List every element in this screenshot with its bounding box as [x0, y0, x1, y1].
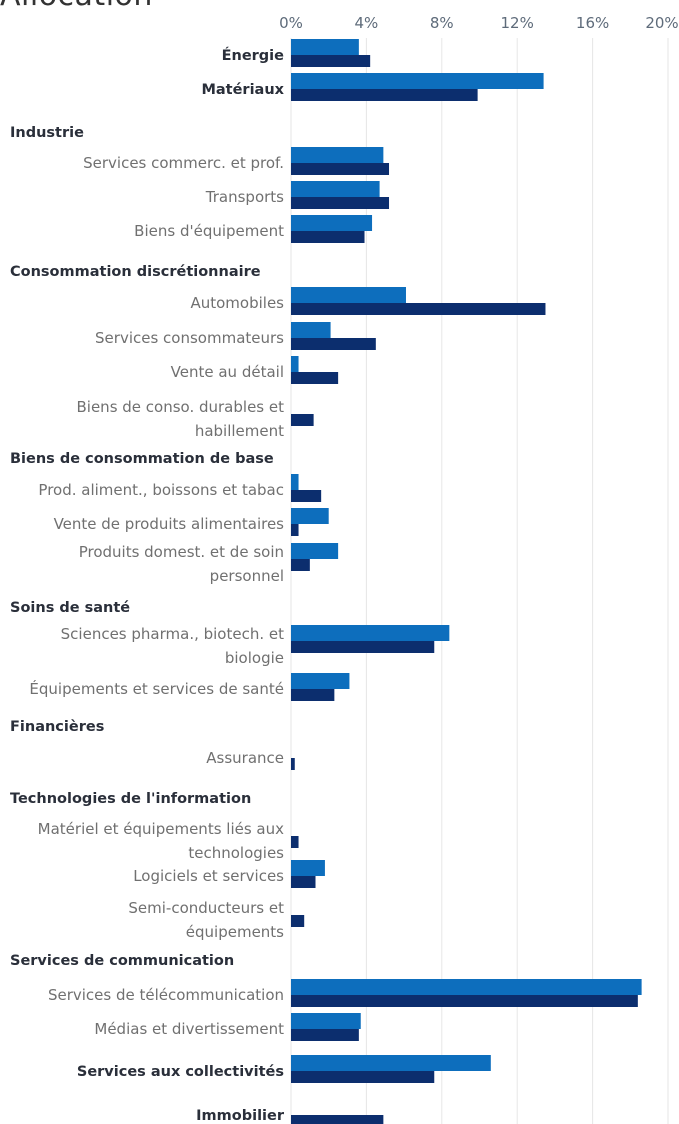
bar-b-biens-d-equipement — [291, 231, 365, 243]
category-label-automobiles: Automobiles — [190, 294, 284, 312]
category-label-services-de-telecommunication: Services de télécommunication — [48, 986, 284, 1004]
category-label-vente-au-detail: Vente au détail — [171, 363, 284, 381]
bar-b-semi-conducteurs-et-equipements — [291, 915, 305, 927]
bar-a-prod-aliment-boissons-et-tabac — [291, 474, 299, 490]
bar-b-immobilier — [291, 1115, 384, 1124]
bar-b-materiel-et-equipements-lies-aux-technologies — [291, 836, 299, 848]
bar-b-services-consommateurs — [291, 338, 376, 350]
group-label-soins-de-sante: Soins de santé — [10, 600, 130, 616]
bar-b-automobiles — [291, 303, 546, 315]
category-label-materiaux: Matériaux — [201, 82, 284, 98]
bar-b-medias-et-divertissement — [291, 1029, 359, 1041]
category-label-services-aux-collectivites: Services aux collectivités — [77, 1064, 284, 1080]
category-label-prod-aliment-boissons-et-tabac: Prod. aliment., boissons et tabac — [38, 481, 284, 499]
group-label-consommation-discretionnaire: Consommation discrétionnaire — [10, 264, 261, 280]
bar-a-vente-au-detail — [291, 356, 299, 372]
bar-b-prod-aliment-boissons-et-tabac — [291, 490, 322, 502]
category-label-equipements-et-services-de-sante: Équipements et services de santé — [29, 679, 284, 698]
bar-b-vente-de-produits-alimentaires — [291, 524, 299, 536]
category-label-energie: Énergie — [222, 47, 285, 64]
category-label-logiciels-et-services: Logiciels et services — [133, 867, 284, 885]
group-label-financieres: Financières — [10, 719, 104, 735]
x-tick-label: 12% — [501, 14, 534, 32]
bar-b-biens-de-conso-durables-et-habillement — [291, 414, 314, 426]
x-tick-label: 16% — [576, 14, 609, 32]
bar-a-equipements-et-services-de-sante — [291, 673, 350, 689]
bar-b-services-commerc-et-prof — [291, 163, 390, 175]
bar-a-services-commerc-et-prof — [291, 147, 384, 163]
bar-a-energie — [291, 39, 359, 55]
category-label-biens-de-conso-durables-et-habillement: Biens de conso. durables et habillement — [77, 398, 285, 440]
bar-a-produits-domest-et-de-soin-personnel — [291, 543, 339, 559]
bar-a-transports — [291, 181, 380, 197]
page-title: Allocation — [0, 0, 153, 13]
group-label-industrie: Industrie — [10, 125, 84, 141]
category-label-services-consommateurs: Services consommateurs — [95, 329, 284, 347]
bar-b-energie — [291, 55, 371, 67]
bar-a-medias-et-divertissement — [291, 1013, 361, 1029]
bar-b-vente-au-detail — [291, 372, 339, 384]
bar-b-materiaux — [291, 89, 478, 101]
category-label-vente-de-produits-alimentaires: Vente de produits alimentaires — [54, 515, 285, 533]
bar-b-services-de-telecommunication — [291, 995, 638, 1007]
category-label-services-commerc-et-prof: Services commerc. et prof. — [83, 154, 284, 172]
x-tick-label: 0% — [279, 14, 303, 32]
bar-a-services-aux-collectivites — [291, 1055, 491, 1071]
bar-a-biens-d-equipement — [291, 215, 373, 231]
bar-b-services-aux-collectivites — [291, 1071, 435, 1083]
x-tick-label: 8% — [430, 14, 454, 32]
category-label-produits-domest-et-de-soin-personnel: Produits domest. et de soin personnel — [79, 543, 284, 585]
category-label-immobilier: Immobilier — [196, 1108, 285, 1124]
bar-a-logiciels-et-services — [291, 860, 325, 876]
x-tick-label: 20% — [645, 14, 678, 32]
category-label-medias-et-divertissement: Médias et divertissement — [94, 1020, 284, 1038]
bar-b-sciences-pharma-biotech-et-biologie — [291, 641, 435, 653]
category-label-sciences-pharma-biotech-et-biologie: Sciences pharma., biotech. et biologie — [61, 625, 284, 667]
bar-a-materiaux — [291, 73, 544, 89]
bar-a-services-consommateurs — [291, 322, 331, 338]
category-label-semi-conducteurs-et-equipements: Semi-conducteurs et équipements — [128, 899, 284, 941]
bar-a-automobiles — [291, 287, 406, 303]
bar-a-vente-de-produits-alimentaires — [291, 508, 329, 524]
x-tick-label: 4% — [355, 14, 379, 32]
bar-b-produits-domest-et-de-soin-personnel — [291, 559, 310, 571]
bar-a-services-de-telecommunication — [291, 979, 642, 995]
bar-b-transports — [291, 197, 390, 209]
bar-b-logiciels-et-services — [291, 876, 316, 888]
bar-b-assurance — [291, 758, 295, 770]
bar-b-equipements-et-services-de-sante — [291, 689, 335, 701]
category-label-biens-d-equipement: Biens d'équipement — [134, 222, 284, 240]
category-label-transports: Transports — [205, 188, 284, 206]
category-label-materiel-et-equipements-lies-aux-technologies: Matériel et équipements liés aux technolo… — [38, 820, 285, 862]
group-label-technologies-de-l-information: Technologies de l'information — [10, 791, 251, 807]
category-label-assurance: Assurance — [206, 749, 284, 767]
bar-a-sciences-pharma-biotech-et-biologie — [291, 625, 450, 641]
group-label-services-de-communication: Services de communication — [10, 953, 234, 969]
group-label-biens-de-consommation-de-base: Biens de consommation de base — [10, 451, 274, 467]
